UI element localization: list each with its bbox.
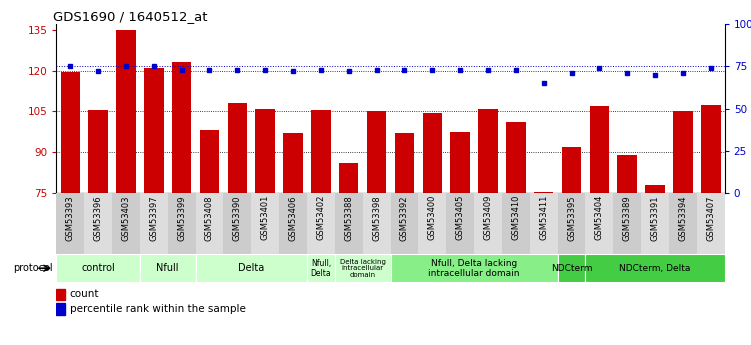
Text: GDS1690 / 1640512_at: GDS1690 / 1640512_at bbox=[53, 10, 207, 23]
Text: Nfull,
Delta: Nfull, Delta bbox=[311, 259, 331, 278]
Text: percentile rank within the sample: percentile rank within the sample bbox=[70, 304, 246, 314]
Text: GSM53389: GSM53389 bbox=[623, 195, 632, 240]
Bar bbox=[506, 122, 526, 193]
Text: GSM53390: GSM53390 bbox=[233, 195, 242, 240]
Text: GSM53409: GSM53409 bbox=[484, 195, 493, 240]
Bar bbox=[617, 155, 637, 193]
Bar bbox=[423, 113, 442, 193]
Bar bbox=[645, 185, 665, 193]
Bar bbox=[562, 147, 581, 193]
Text: count: count bbox=[70, 289, 99, 299]
Bar bbox=[673, 111, 692, 193]
Text: NDCterm, Delta: NDCterm, Delta bbox=[620, 264, 691, 273]
Text: GSM53392: GSM53392 bbox=[400, 195, 409, 240]
Bar bbox=[167, 193, 195, 254]
Bar bbox=[395, 133, 415, 193]
Bar bbox=[451, 132, 470, 193]
Bar bbox=[391, 254, 557, 282]
Bar bbox=[586, 254, 725, 282]
Bar bbox=[335, 254, 391, 282]
Bar bbox=[534, 192, 553, 193]
Text: GSM53405: GSM53405 bbox=[456, 195, 465, 240]
Bar bbox=[557, 254, 586, 282]
Bar bbox=[478, 109, 498, 193]
Text: GSM53406: GSM53406 bbox=[288, 195, 297, 240]
Bar bbox=[641, 193, 669, 254]
Bar bbox=[307, 193, 335, 254]
Bar bbox=[61, 72, 80, 193]
Text: GSM53394: GSM53394 bbox=[678, 195, 687, 240]
Text: GSM53393: GSM53393 bbox=[66, 195, 75, 240]
Bar bbox=[89, 110, 108, 193]
Bar bbox=[56, 288, 65, 300]
Text: GSM53400: GSM53400 bbox=[428, 195, 437, 240]
Text: GSM53395: GSM53395 bbox=[567, 195, 576, 240]
Bar bbox=[391, 193, 418, 254]
Text: control: control bbox=[81, 263, 115, 273]
Text: GSM53410: GSM53410 bbox=[511, 195, 520, 240]
Bar bbox=[116, 30, 136, 193]
Bar bbox=[590, 106, 609, 193]
Bar bbox=[112, 193, 140, 254]
Bar bbox=[366, 111, 386, 193]
Bar bbox=[200, 130, 219, 193]
Text: GSM53388: GSM53388 bbox=[344, 195, 353, 241]
Bar bbox=[446, 193, 474, 254]
Bar bbox=[697, 193, 725, 254]
Bar bbox=[172, 62, 192, 193]
Text: GSM53398: GSM53398 bbox=[372, 195, 381, 240]
Bar bbox=[339, 163, 358, 193]
Bar bbox=[502, 193, 529, 254]
Text: GSM53399: GSM53399 bbox=[177, 195, 186, 240]
Text: NDCterm: NDCterm bbox=[550, 264, 593, 273]
Bar bbox=[586, 193, 614, 254]
Bar bbox=[195, 254, 307, 282]
Bar bbox=[56, 254, 140, 282]
Bar bbox=[283, 133, 303, 193]
Text: GSM53401: GSM53401 bbox=[261, 195, 270, 240]
Text: GSM53408: GSM53408 bbox=[205, 195, 214, 240]
Text: Delta lacking
intracellular
domain: Delta lacking intracellular domain bbox=[339, 259, 385, 278]
Bar bbox=[224, 193, 252, 254]
Bar bbox=[669, 193, 697, 254]
Text: Nfull: Nfull bbox=[156, 263, 179, 273]
Text: protocol: protocol bbox=[13, 263, 53, 273]
Bar bbox=[140, 254, 195, 282]
Text: GSM53396: GSM53396 bbox=[94, 195, 103, 240]
Bar bbox=[56, 303, 65, 315]
Bar bbox=[307, 254, 335, 282]
Text: GSM53411: GSM53411 bbox=[539, 195, 548, 240]
Bar bbox=[474, 193, 502, 254]
Bar bbox=[144, 68, 164, 193]
Bar bbox=[557, 193, 586, 254]
Bar bbox=[335, 193, 363, 254]
Bar bbox=[363, 193, 391, 254]
Text: GSM53403: GSM53403 bbox=[122, 195, 131, 240]
Text: GSM53402: GSM53402 bbox=[316, 195, 325, 240]
Text: Nfull, Delta lacking
intracellular domain: Nfull, Delta lacking intracellular domai… bbox=[428, 259, 520, 278]
Text: Delta: Delta bbox=[238, 263, 264, 273]
Text: GSM53407: GSM53407 bbox=[706, 195, 715, 240]
Bar bbox=[195, 193, 224, 254]
Bar bbox=[56, 193, 84, 254]
Bar bbox=[140, 193, 167, 254]
Bar bbox=[529, 193, 558, 254]
Bar bbox=[614, 193, 641, 254]
Bar bbox=[701, 105, 720, 193]
Bar bbox=[228, 103, 247, 193]
Bar bbox=[255, 109, 275, 193]
Bar bbox=[279, 193, 307, 254]
Bar bbox=[252, 193, 279, 254]
Text: GSM53391: GSM53391 bbox=[650, 195, 659, 240]
Text: GSM53404: GSM53404 bbox=[595, 195, 604, 240]
Bar bbox=[418, 193, 446, 254]
Bar bbox=[84, 193, 112, 254]
Bar bbox=[311, 110, 330, 193]
Text: GSM53397: GSM53397 bbox=[149, 195, 158, 240]
